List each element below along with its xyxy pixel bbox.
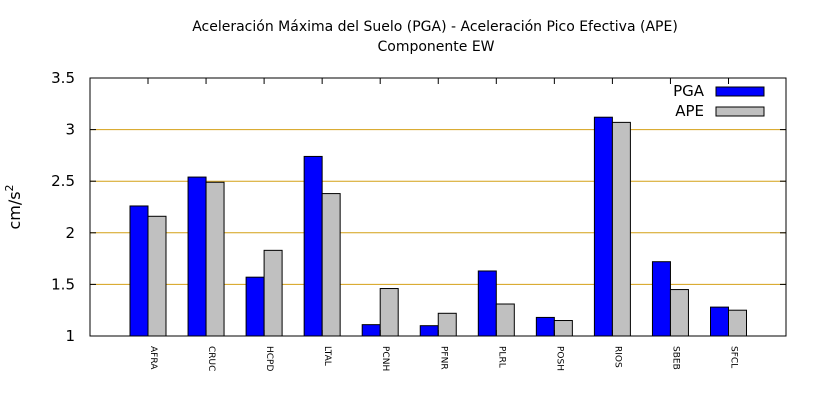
bar-ape-plrl: [495, 303, 515, 337]
legend-swatch-pga: [715, 86, 765, 97]
bar-pga-afra: [129, 205, 149, 337]
x-tick-label: HCPD: [264, 346, 274, 371]
bar-ape-posh: [553, 320, 573, 337]
legend-swatch-ape: [715, 106, 765, 117]
y-tick-label: 3: [65, 121, 75, 139]
legend: PGA APE: [673, 82, 765, 120]
y-tick-label: 1: [65, 327, 75, 345]
axis-ticks: 1 1.5 2 2.5 3 3.5 AFRA CRUC HCPD LTAL PCNH PFNR PLRL…: [51, 69, 786, 371]
bar-pga-pcnh: [361, 324, 381, 337]
legend-label-pga: PGA: [673, 82, 705, 100]
bar-pga-ltal: [303, 155, 323, 337]
chart-subtitle: Componente EW: [377, 39, 494, 55]
legend-label-ape: APE: [675, 102, 704, 120]
x-tick-label: CRUC: [206, 346, 216, 371]
x-tick-label: PCNH: [380, 346, 390, 371]
y-tick-label: 3.5: [51, 69, 75, 87]
x-tick-label: PLRL: [496, 346, 506, 368]
svg-text:cm/s2: cm/s2: [3, 184, 24, 229]
x-tick-label: POSH: [554, 346, 564, 371]
bar-pga-hcpd: [245, 276, 265, 337]
x-tick-label: RIOS: [612, 346, 622, 368]
x-tick-label: LTAL: [322, 346, 332, 366]
y-axis-label: cm/s2: [3, 184, 24, 229]
bar-ape-sfcl: [728, 309, 747, 337]
y-axis-label-text: cm/s: [5, 191, 24, 229]
bar-ape-sbeb: [669, 289, 689, 337]
bar-pga-pfnr: [419, 325, 439, 337]
bar-pga-plrl: [477, 270, 497, 337]
y-tick-label: 2: [65, 224, 75, 242]
bar-ape-ltal: [321, 193, 341, 337]
x-tick-label: AFRA: [148, 346, 158, 370]
bar-ape-rios: [611, 121, 631, 337]
x-tick-label: SBEB: [670, 346, 680, 370]
x-tick-label: PFNR: [438, 346, 448, 370]
chart-title: Aceleración Máxima del Suelo (PGA) - Ace…: [192, 19, 678, 35]
x-tick-label: SFCL: [729, 346, 739, 368]
bar-pga-rios: [593, 116, 613, 337]
bar-pga-cruc: [187, 176, 207, 337]
bar-pga-posh: [535, 316, 555, 337]
y-axis-label-superscript: 2: [3, 184, 16, 191]
bar-pga-sbeb: [651, 261, 671, 337]
bars: [129, 116, 747, 337]
bar-pga-sfcl: [710, 306, 729, 337]
bar-ape-pcnh: [379, 288, 399, 337]
y-tick-label: 2.5: [51, 172, 75, 190]
y-tick-label: 1.5: [51, 275, 75, 293]
bar-ape-cruc: [205, 181, 225, 337]
bar-ape-hcpd: [263, 249, 283, 337]
bar-ape-afra: [147, 215, 167, 337]
bar-ape-pfnr: [437, 312, 457, 337]
